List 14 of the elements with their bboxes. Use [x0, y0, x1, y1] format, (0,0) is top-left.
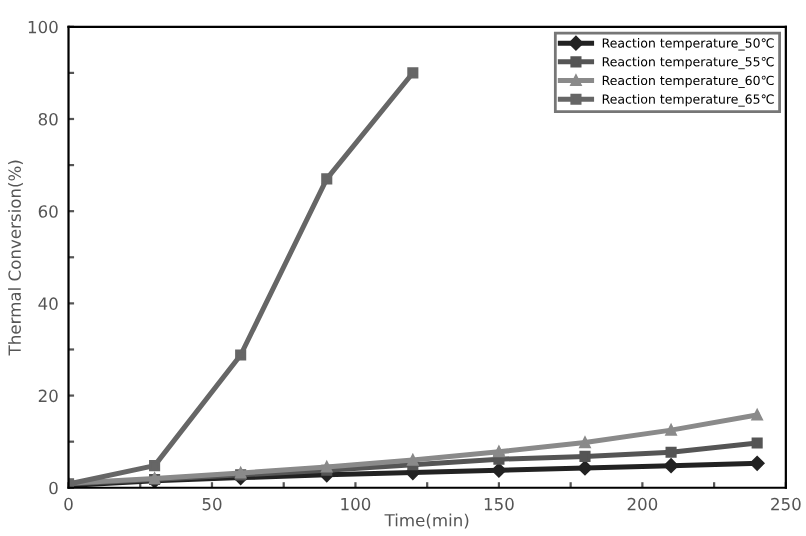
x-tick-label: 100 [341, 497, 371, 511]
x-tick-label: 150 [484, 497, 514, 511]
y-axis-title: Thermal Conversion(%) [8, 160, 23, 356]
x-tick-label: 200 [627, 497, 658, 511]
y-tick-label: 40 [38, 297, 58, 310]
x-tick-label: 0 [64, 497, 73, 511]
y-tick-label: 60 [38, 205, 58, 218]
x-tick-label: 50 [202, 497, 222, 511]
y-tick-label: 0 [49, 481, 58, 495]
x-tick-label: 250 [771, 497, 801, 511]
y-tick-label: 80 [38, 112, 58, 126]
y-tick-label: 100 [28, 20, 58, 34]
y-tick-label: 20 [38, 389, 58, 403]
x-axis-title: Time(min) [384, 513, 469, 529]
